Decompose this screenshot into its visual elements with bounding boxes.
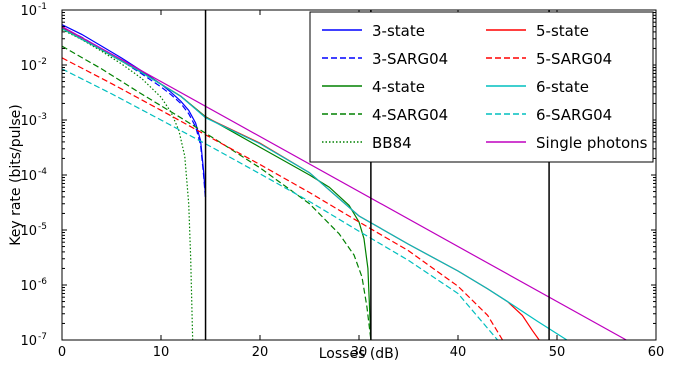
x-tick-label: 60	[648, 345, 665, 360]
y-tick-label: 10	[20, 114, 37, 129]
series-line-single-photons	[62, 26, 627, 340]
series-line-6-state	[62, 28, 568, 340]
x-tick-label: 20	[252, 345, 269, 360]
y-tick-label: 10	[20, 169, 37, 184]
y-tick-label: 10	[20, 334, 37, 349]
x-tick-label: 0	[58, 345, 66, 360]
legend-label-5-state: 5-state	[536, 22, 589, 40]
series-line-5-sarg04	[62, 57, 504, 340]
legend-label-3-state: 3-state	[372, 22, 425, 40]
y-tick-label: 10	[20, 224, 37, 239]
y-axis-label: Key rate (bits/pulse)	[8, 104, 24, 245]
legend-label-6-state: 6-state	[536, 78, 589, 96]
legend-label-bb84: BB84	[372, 134, 412, 152]
y-tick-label: 10	[20, 59, 37, 74]
series-line-3-sarg04	[62, 26, 207, 201]
y-tick-label-exponent: -2	[38, 57, 47, 67]
legend-label-3-sarg04: 3-SARG04	[372, 50, 448, 68]
y-tick-label-exponent: -5	[38, 222, 47, 232]
plot-lines	[62, 24, 627, 340]
y-tick-label: 10	[20, 279, 37, 294]
legend-label-6-sarg04: 6-SARG04	[536, 106, 612, 124]
legend-label-5-sarg04: 5-SARG04	[536, 50, 612, 68]
x-axis-label: Losses (dB)	[319, 346, 399, 362]
legend-label-4-sarg04: 4-SARG04	[372, 106, 448, 124]
x-tick-label: 30	[351, 345, 368, 360]
legend-box	[309, 11, 654, 163]
series-line-4-sarg04	[62, 45, 372, 340]
legend: 3-state 3-SARG04 4-state 4-SARG04 BB84 5-stat…	[309, 11, 654, 163]
y-tick-label-exponent: -3	[38, 112, 47, 122]
x-tick-label: 10	[153, 345, 170, 360]
y-tick-label-exponent: -6	[38, 277, 47, 287]
series-line-3-state	[62, 24, 207, 197]
x-tick-label: 50	[549, 345, 566, 360]
x-tick-label: 40	[450, 345, 467, 360]
series-line-bb84	[62, 29, 194, 340]
y-tick-label: 10	[20, 4, 37, 19]
legend-label-4-state: 4-state	[372, 78, 425, 96]
y-tick-label-exponent: -1	[38, 2, 47, 12]
y-tick-label-exponent: -4	[38, 167, 47, 177]
y-tick-label-exponent: -7	[38, 332, 47, 342]
series-line-6-sarg04	[62, 68, 499, 340]
legend-label-single-photons: Single photons	[536, 134, 648, 152]
